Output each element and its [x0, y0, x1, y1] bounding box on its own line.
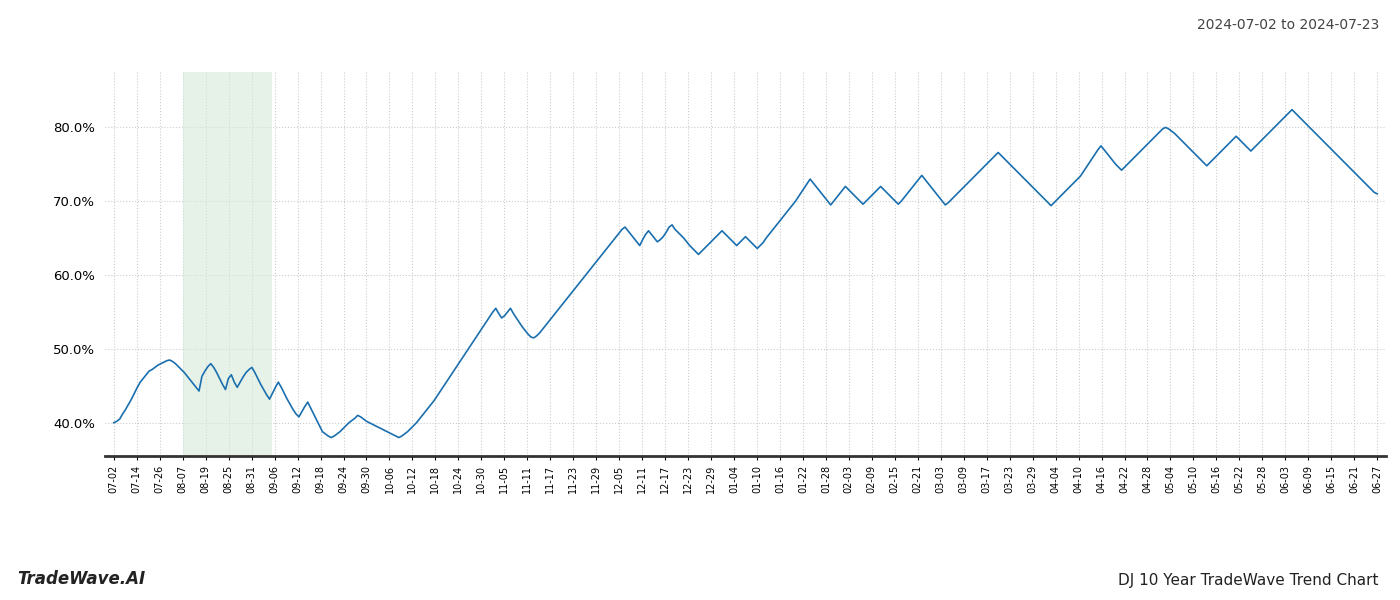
- Bar: [183, 72, 272, 456]
- Text: 2024-07-02 to 2024-07-23: 2024-07-02 to 2024-07-23: [1197, 18, 1379, 32]
- Text: DJ 10 Year TradeWave Trend Chart: DJ 10 Year TradeWave Trend Chart: [1119, 573, 1379, 588]
- Text: TradeWave.AI: TradeWave.AI: [17, 570, 146, 588]
